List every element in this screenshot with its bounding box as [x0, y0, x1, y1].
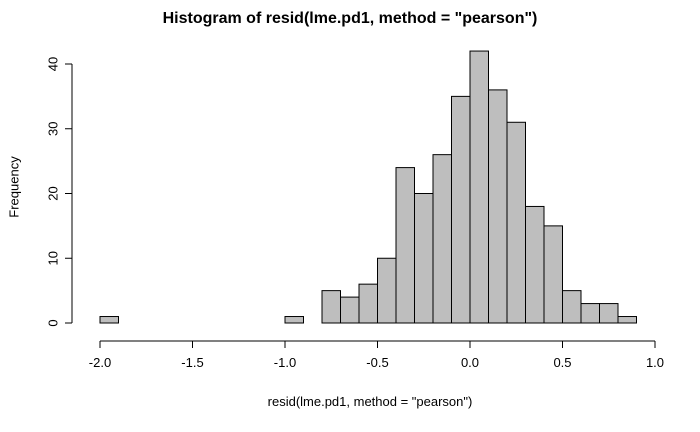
histogram-bar	[99, 316, 119, 324]
y-tick-label: 30	[46, 122, 61, 136]
histogram-bar	[580, 303, 600, 324]
x-tick-label: 0.5	[553, 355, 571, 370]
y-tick-label: 10	[46, 251, 61, 265]
histogram-bar	[358, 283, 378, 324]
histogram-bar	[340, 296, 360, 324]
y-tick-label: 40	[46, 57, 61, 71]
x-tick-label: 0.0	[461, 355, 479, 370]
y-tick-label: 20	[46, 186, 61, 200]
x-axis-label: resid(lme.pd1, method = "pearson")	[267, 394, 473, 409]
histogram-bar	[562, 290, 582, 324]
histogram-bar	[543, 225, 563, 324]
y-tick-label: 0	[46, 319, 61, 326]
chart-title: Histogram of resid(lme.pd1, method = "pe…	[162, 10, 538, 27]
histogram-bar	[599, 303, 619, 324]
histogram-bar	[617, 316, 637, 324]
histogram-bar	[525, 205, 545, 324]
histogram-bar	[414, 193, 434, 324]
histogram-bar	[506, 121, 526, 324]
histogram-bars	[99, 50, 637, 324]
x-tick-label: -2.0	[89, 355, 111, 370]
x-tick-label: -1.0	[274, 355, 296, 370]
x-tick-label: 1.0	[646, 355, 664, 370]
x-axis: -2.0 -1.5 -1.0 -0.5 0.0 0.5 1.0	[89, 340, 664, 370]
histogram-bar	[395, 167, 415, 324]
histogram-bar	[469, 50, 489, 324]
histogram-bar	[321, 290, 341, 324]
histogram-bar	[451, 95, 471, 324]
x-tick-label: -1.5	[181, 355, 203, 370]
x-tick-label: -0.5	[366, 355, 388, 370]
histogram-bar	[284, 316, 304, 324]
histogram-bar	[488, 89, 508, 324]
y-axis: 0 10 20 30 40	[46, 57, 73, 327]
histogram-bar	[377, 257, 397, 324]
histogram-bar	[432, 154, 452, 324]
